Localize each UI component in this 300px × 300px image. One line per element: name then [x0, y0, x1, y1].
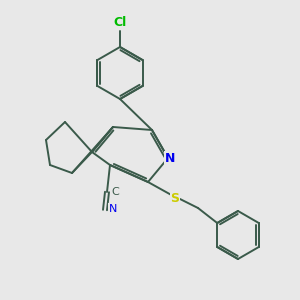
Text: Cl: Cl — [113, 16, 127, 29]
Text: N: N — [165, 152, 175, 164]
Text: N: N — [109, 204, 117, 214]
Text: C: C — [111, 187, 119, 197]
Text: S: S — [170, 191, 179, 205]
